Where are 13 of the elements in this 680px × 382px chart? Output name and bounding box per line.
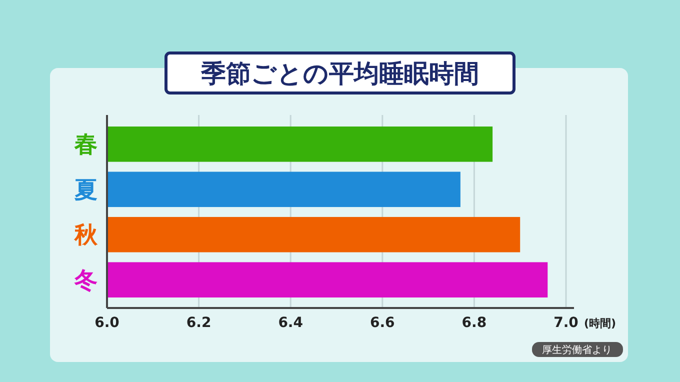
- text: 厚生労働省より: [542, 344, 612, 356]
- x-tick-label: 6.2: [186, 315, 212, 331]
- chart-title: 季節ごとの平均睡眠時間: [200, 59, 479, 88]
- x-tick-label: 6.8: [462, 315, 487, 331]
- y-tick-label: 夏: [74, 177, 98, 204]
- x-tick-label: 6.0: [94, 315, 120, 331]
- x-axis-title: (時間): [584, 317, 616, 330]
- x-tick-label: 6.6: [370, 315, 395, 331]
- x-tick-label: 6.4: [278, 315, 304, 331]
- y-tick-label: 春: [74, 132, 98, 158]
- y-tick-label: 秋: [74, 222, 98, 249]
- y-tick-label: 冬: [74, 268, 98, 294]
- x-tick-label: 7.0: [554, 315, 579, 331]
